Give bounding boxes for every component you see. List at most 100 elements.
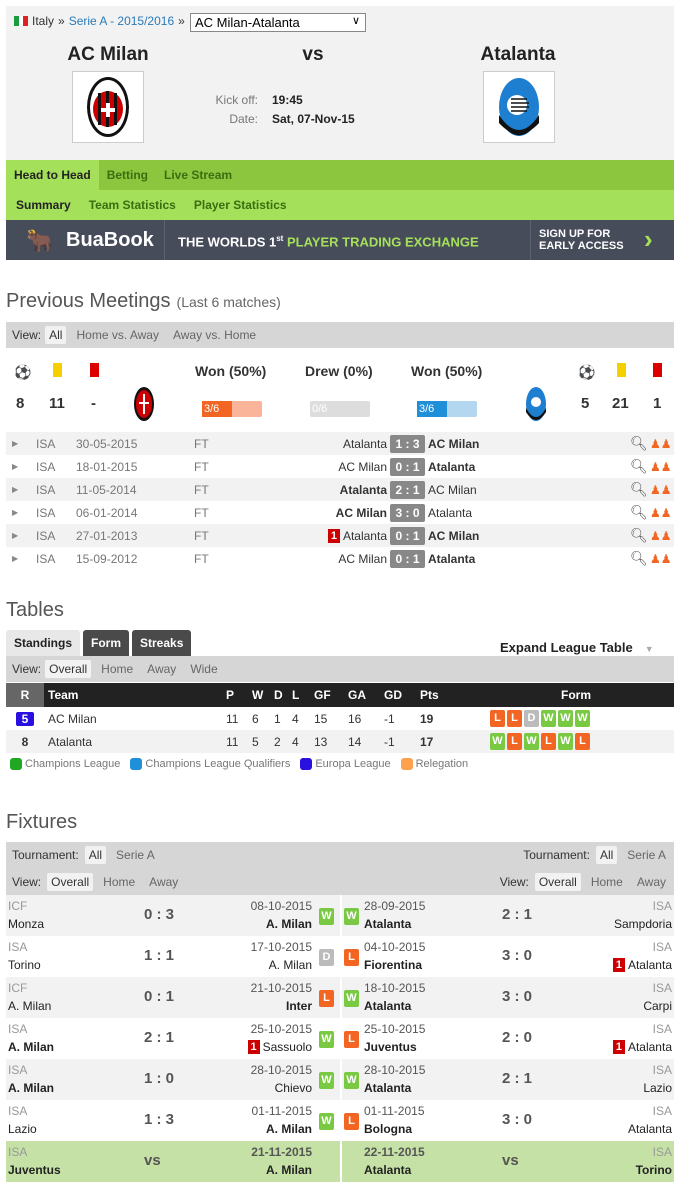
buabook-banner[interactable]: 🐂 BuaBook THE WORLDS 1st PLAYER TRADING … [6, 220, 674, 260]
form-badge[interactable]: W [541, 710, 556, 727]
view-wide[interactable]: Wide [190, 662, 218, 676]
tab-live-stream[interactable]: Live Stream [164, 168, 233, 182]
fixture-home[interactable]: A. Milan [8, 1081, 55, 1095]
tab-head-to-head[interactable]: Head to Head [6, 160, 99, 190]
fixture-score[interactable]: 3 : 0 [502, 1111, 533, 1128]
fixture-score[interactable]: 1 : 3 [144, 1111, 175, 1128]
fixture-row[interactable]: ISA Lazio 1 : 3 01-11-2015 A. Milan W [6, 1100, 340, 1141]
breadcrumb-country[interactable]: Italy [32, 14, 55, 28]
fixture-home[interactable]: A. Milan [8, 1040, 55, 1054]
view-away[interactable]: Away [147, 662, 177, 676]
meeting-score[interactable]: 2 : 1 [390, 480, 425, 499]
form-badge[interactable]: W [558, 733, 573, 750]
fixture-away[interactable]: 1 Atalanta [612, 958, 672, 972]
view-option[interactable]: Home [590, 875, 623, 889]
fixture-away[interactable]: A. Milan [266, 1163, 312, 1177]
meeting-row[interactable]: ▶ ISA 06-01-2014 FT AC Milan 3 : 0 Atalanta 🔍︎ ♟… [6, 501, 674, 524]
fixture-home[interactable]: Juventus [364, 1040, 417, 1054]
view-option[interactable]: Away [149, 875, 179, 889]
view-home[interactable]: Home [101, 662, 134, 676]
search-icon[interactable]: 🔍︎ [630, 481, 648, 497]
tournament-option[interactable]: Serie A [627, 848, 666, 862]
form-badge[interactable]: L [541, 733, 556, 750]
fixture-row[interactable]: L 25-10-2015 Juventus 2 : 0 ISA 1 Atalanta [342, 1018, 674, 1059]
meeting-home-team[interactable]: Atalanta [342, 528, 387, 543]
view-option[interactable]: Away [636, 875, 666, 889]
lineups-icon[interactable]: ♟♟ [650, 505, 672, 520]
fixture-home[interactable]: Torino [8, 958, 41, 972]
meeting-row[interactable]: ▶ ISA 15-09-2012 FT AC Milan 0 : 1 Atalanta 🔍︎ ♟… [6, 547, 674, 570]
column-header[interactable]: W [252, 688, 264, 702]
fixture-home[interactable]: Juventus [8, 1163, 61, 1177]
column-header[interactable]: GD [384, 688, 402, 702]
fixture-row[interactable]: 22-11-2015 Atalanta vs ISA Torino [342, 1141, 674, 1182]
meeting-row[interactable]: ▶ ISA 11-05-2014 FT Atalanta 2 : 1 AC Milan 🔍︎ ♟… [6, 478, 674, 501]
form-badge[interactable]: L [490, 710, 505, 727]
fixture-home[interactable]: A. Milan [8, 999, 52, 1013]
fixture-home[interactable]: Atalanta [364, 1163, 412, 1177]
fixture-row[interactable]: ICF A. Milan 0 : 1 21-10-2015 Inter L [6, 977, 340, 1018]
tab-betting[interactable]: Betting [106, 168, 149, 182]
meeting-score[interactable]: 0 : 1 [390, 526, 425, 545]
expand-arrow-icon[interactable]: ▶ [12, 462, 19, 471]
meeting-home-team[interactable]: AC Milan [338, 551, 387, 566]
away-team-name[interactable]: Atalanta [480, 44, 556, 65]
fixture-away[interactable]: Atalanta [628, 1122, 672, 1136]
standings-row[interactable]: 8 Atalanta 11 5 2 4 13 14 -1 17 W L W L W L [6, 730, 674, 753]
meeting-home-team[interactable]: Atalanta [339, 482, 387, 497]
meeting-home-team[interactable]: Atalanta [342, 436, 387, 451]
fixture-row[interactable]: ISA A. Milan 1 : 0 28-10-2015 Chievo W [6, 1059, 340, 1100]
fixture-score[interactable]: vs [502, 1152, 519, 1169]
breadcrumb-league[interactable]: Serie A - 2015/2016 [68, 14, 175, 28]
form-badge[interactable]: W [575, 710, 590, 727]
meeting-row[interactable]: ▶ ISA 30-05-2015 FT Atalanta 1 : 3 AC Milan 🔍︎ ♟… [6, 432, 674, 455]
cell-team[interactable]: AC Milan [48, 711, 97, 726]
form-badge[interactable]: L [507, 710, 522, 727]
fixture-row[interactable]: ISA Torino 1 : 1 17-10-2015 A. Milan D [6, 936, 340, 977]
meeting-away-team[interactable]: Atalanta [428, 459, 476, 474]
tab-player-statistics[interactable]: Player Statistics [193, 198, 287, 212]
fixture-row[interactable]: ISA Juventus vs 21-11-2015 A. Milan [6, 1141, 340, 1182]
fixture-score[interactable]: 2 : 1 [144, 1029, 175, 1046]
fixture-score[interactable]: 1 : 0 [144, 1070, 175, 1087]
column-header[interactable]: R [6, 683, 44, 707]
form-badge[interactable]: L [575, 733, 590, 750]
fixture-score[interactable]: 3 : 0 [502, 988, 533, 1005]
search-icon[interactable]: 🔍︎ [630, 435, 648, 451]
fixture-home[interactable]: Atalanta [364, 1081, 412, 1095]
meeting-score[interactable]: 0 : 1 [390, 457, 425, 476]
fixture-score[interactable]: 1 : 1 [144, 947, 175, 964]
fixture-row[interactable]: L 01-11-2015 Bologna 3 : 0 ISA Atalanta [342, 1100, 674, 1141]
fixture-away[interactable]: 1 Sassuolo [247, 1040, 312, 1054]
cell-team[interactable]: Atalanta [48, 734, 93, 749]
fixture-away[interactable]: A. Milan [269, 958, 312, 972]
view-option[interactable]: Home [103, 875, 136, 889]
fixture-score[interactable]: 3 : 0 [502, 947, 533, 964]
search-icon[interactable]: 🔍︎ [630, 550, 648, 566]
fixture-row[interactable]: W 18-10-2015 Atalanta 3 : 0 ISA Carpi [342, 977, 674, 1018]
view-option[interactable]: Overall [534, 873, 581, 891]
column-header[interactable]: L [292, 688, 300, 702]
fixture-away[interactable]: Torino [636, 1163, 672, 1177]
column-header[interactable]: GA [348, 688, 366, 702]
fixture-home[interactable]: Atalanta [364, 999, 412, 1013]
meeting-away-team[interactable]: AC Milan [428, 482, 477, 497]
fixture-home[interactable]: Fiorentina [364, 958, 423, 972]
form-badge[interactable]: D [524, 710, 539, 727]
column-header[interactable]: P [226, 688, 235, 702]
fixture-row[interactable]: ICF Monza 0 : 3 08-10-2015 A. Milan W [6, 895, 340, 936]
fixture-away[interactable]: 1 Atalanta [612, 1040, 672, 1054]
atalanta-logo[interactable] [483, 71, 555, 143]
meeting-score[interactable]: 0 : 1 [390, 549, 425, 568]
search-icon[interactable]: 🔍︎ [630, 504, 648, 520]
search-icon[interactable]: 🔍︎ [630, 458, 648, 474]
fixture-row[interactable]: W 28-09-2015 Atalanta 2 : 1 ISA Sampdoria [342, 895, 674, 936]
fixture-away[interactable]: Lazio [643, 1081, 672, 1095]
form-badge[interactable]: L [507, 733, 522, 750]
tournament-option[interactable]: All [84, 846, 107, 864]
meeting-away-team[interactable]: Atalanta [428, 551, 476, 566]
fixture-score[interactable]: 2 : 1 [502, 1070, 533, 1087]
home-team-name[interactable]: AC Milan [67, 44, 149, 65]
form-badge[interactable]: W [558, 710, 573, 727]
tab-team-statistics[interactable]: Team Statistics [88, 198, 176, 212]
